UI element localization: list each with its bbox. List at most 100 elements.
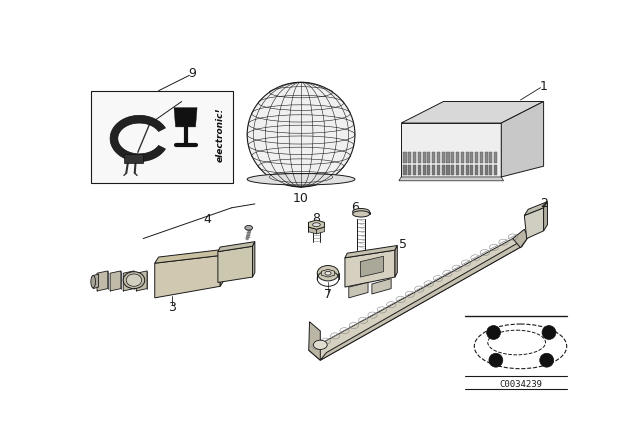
Polygon shape [218, 241, 255, 252]
Ellipse shape [312, 223, 320, 227]
Circle shape [542, 326, 556, 340]
Polygon shape [437, 152, 440, 163]
Polygon shape [442, 152, 445, 163]
Polygon shape [155, 255, 220, 298]
Polygon shape [408, 165, 412, 176]
Ellipse shape [126, 274, 141, 286]
Polygon shape [418, 152, 421, 163]
Text: 8: 8 [312, 212, 321, 225]
Polygon shape [372, 279, 391, 294]
Ellipse shape [123, 271, 145, 289]
Polygon shape [480, 152, 483, 163]
Polygon shape [461, 165, 464, 176]
Polygon shape [428, 165, 431, 176]
Ellipse shape [247, 173, 355, 185]
Polygon shape [501, 102, 543, 177]
Polygon shape [451, 152, 454, 163]
Text: 5: 5 [399, 238, 408, 251]
Polygon shape [349, 282, 368, 298]
Polygon shape [136, 271, 147, 291]
Polygon shape [494, 165, 497, 176]
Text: 3: 3 [168, 302, 177, 314]
Polygon shape [456, 152, 459, 163]
Polygon shape [321, 269, 335, 277]
Text: 4: 4 [203, 213, 211, 226]
Polygon shape [155, 250, 224, 263]
Polygon shape [494, 152, 497, 163]
Polygon shape [413, 165, 416, 176]
Polygon shape [465, 165, 468, 176]
Text: 7: 7 [324, 288, 332, 301]
Polygon shape [345, 246, 397, 258]
Polygon shape [413, 152, 416, 163]
Polygon shape [93, 274, 99, 289]
Ellipse shape [245, 225, 253, 230]
Polygon shape [490, 165, 492, 176]
Polygon shape [408, 152, 412, 163]
Polygon shape [484, 152, 488, 163]
Polygon shape [403, 152, 406, 163]
Polygon shape [513, 229, 528, 248]
Text: electronic!: electronic! [216, 108, 225, 162]
Text: 2: 2 [540, 198, 548, 211]
Polygon shape [543, 202, 547, 231]
Circle shape [489, 353, 503, 367]
Polygon shape [461, 152, 464, 163]
Polygon shape [470, 152, 474, 163]
Polygon shape [490, 152, 492, 163]
Polygon shape [308, 238, 522, 360]
Ellipse shape [325, 271, 331, 275]
Text: 9: 9 [188, 66, 196, 79]
Polygon shape [174, 108, 197, 127]
Polygon shape [442, 165, 445, 176]
Polygon shape [123, 271, 134, 291]
Polygon shape [428, 152, 431, 163]
Polygon shape [437, 165, 440, 176]
Ellipse shape [353, 211, 369, 217]
Polygon shape [320, 237, 528, 360]
Polygon shape [218, 246, 253, 282]
Polygon shape [447, 152, 449, 163]
Circle shape [486, 326, 500, 340]
Text: C0034239: C0034239 [499, 380, 542, 389]
Polygon shape [432, 152, 435, 163]
Circle shape [540, 353, 554, 367]
Polygon shape [97, 271, 108, 291]
Polygon shape [345, 250, 395, 287]
Ellipse shape [247, 82, 355, 187]
Ellipse shape [317, 266, 339, 281]
Polygon shape [484, 165, 488, 176]
Polygon shape [418, 165, 421, 176]
Ellipse shape [91, 276, 95, 288]
Polygon shape [432, 165, 435, 176]
Polygon shape [399, 177, 504, 181]
Polygon shape [308, 220, 324, 229]
Polygon shape [316, 227, 324, 234]
Polygon shape [475, 165, 478, 176]
Polygon shape [422, 152, 426, 163]
Polygon shape [395, 246, 397, 277]
Polygon shape [401, 123, 501, 177]
Polygon shape [480, 165, 483, 176]
Ellipse shape [353, 208, 369, 215]
Polygon shape [110, 271, 121, 291]
Polygon shape [447, 165, 449, 176]
Polygon shape [451, 165, 454, 176]
Polygon shape [253, 241, 255, 277]
Polygon shape [403, 165, 406, 176]
Polygon shape [308, 227, 316, 234]
Polygon shape [475, 152, 478, 163]
Text: 6: 6 [351, 201, 359, 214]
Polygon shape [124, 154, 143, 163]
Polygon shape [422, 165, 426, 176]
Polygon shape [110, 116, 165, 162]
Text: 10: 10 [293, 192, 309, 205]
Polygon shape [220, 250, 224, 286]
Polygon shape [360, 256, 383, 277]
Polygon shape [456, 165, 459, 176]
Polygon shape [524, 202, 547, 215]
Text: 1: 1 [540, 80, 548, 93]
Polygon shape [465, 152, 468, 163]
Polygon shape [308, 322, 320, 360]
Polygon shape [470, 165, 474, 176]
